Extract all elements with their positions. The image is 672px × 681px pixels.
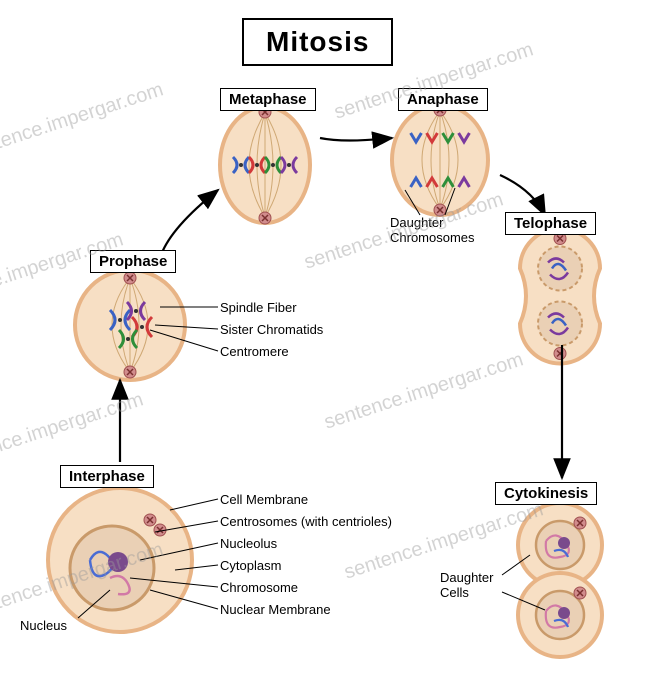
cell-anaphase <box>392 104 488 216</box>
phase-box-interphase: Interphase <box>60 465 154 488</box>
diagram-canvas <box>0 0 672 681</box>
label-daughter_cells: DaughterCells <box>440 570 493 600</box>
label-nuclear_membrane: Nuclear Membrane <box>220 602 331 617</box>
phase-box-prophase: Prophase <box>90 250 176 273</box>
label-spindle_fiber: Spindle Fiber <box>220 300 297 315</box>
cell-prophase <box>75 270 185 380</box>
phase-box-anaphase: Anaphase <box>398 88 488 111</box>
label-nucleolus: Nucleolus <box>220 536 277 551</box>
phase-box-cytokinesis: Cytokinesis <box>495 482 597 505</box>
label-sister_chromatids: Sister Chromatids <box>220 322 323 337</box>
label-cytoplasm: Cytoplasm <box>220 558 281 573</box>
label-nucleus: Nucleus <box>20 618 67 633</box>
phase-box-telophase: Telophase <box>505 212 596 235</box>
label-daughter_chromosomes: DaughterChromosomes <box>390 215 475 245</box>
label-cell_membrane: Cell Membrane <box>220 492 308 507</box>
label-centromere: Centromere <box>220 344 289 359</box>
diagram-title: Mitosis <box>242 18 393 66</box>
cell-metaphase <box>220 106 310 224</box>
label-centrosomes: Centrosomes (with centrioles) <box>220 514 392 529</box>
cell-telophase <box>520 229 600 364</box>
label-chromosome: Chromosome <box>220 580 298 595</box>
phase-box-metaphase: Metaphase <box>220 88 316 111</box>
